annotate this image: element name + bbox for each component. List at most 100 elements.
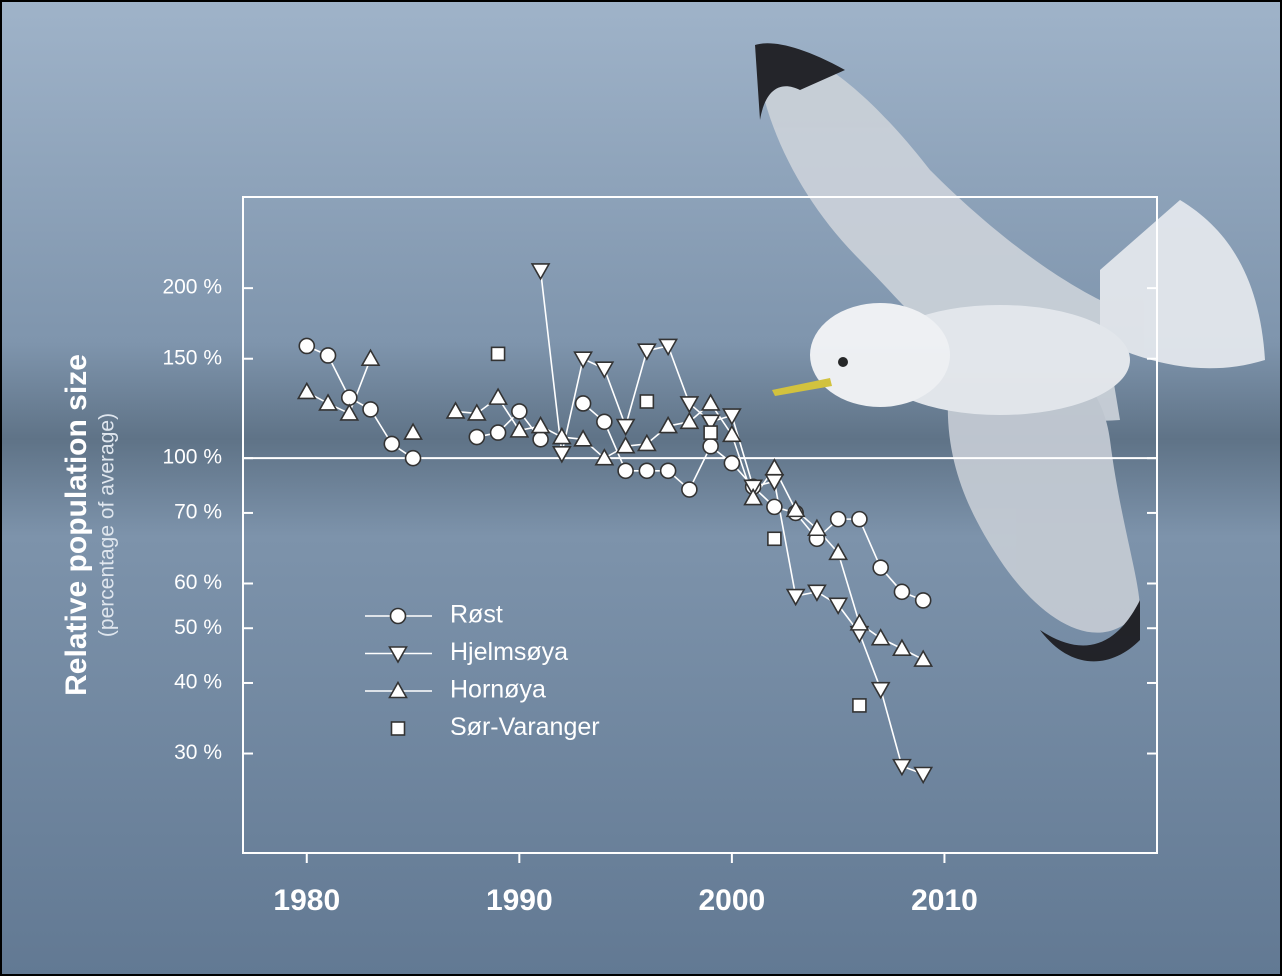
data-point: [679, 396, 700, 414]
data-point: [340, 389, 358, 406]
data-point: [636, 433, 657, 452]
data-point: [319, 347, 337, 364]
data-point: [722, 408, 742, 426]
data-point: [870, 628, 891, 646]
data-point: [489, 424, 507, 441]
data-point: [703, 425, 718, 440]
legend-label: Hjelmsøya: [450, 638, 568, 666]
x-tick-label: 2010: [911, 884, 978, 917]
legend-label: Hornøya: [450, 676, 546, 704]
legend-marker: [388, 646, 408, 664]
data-point: [468, 428, 486, 446]
data-point: [383, 435, 401, 453]
data-point: [681, 481, 698, 498]
data-point: [404, 449, 422, 467]
data-point: [700, 414, 721, 432]
y-tick-label: 150 %: [162, 346, 222, 369]
data-point: [828, 542, 849, 561]
data-point: [892, 638, 912, 656]
x-tick-label: 1980: [273, 884, 340, 917]
legend-marker: [388, 680, 408, 699]
data-point: [615, 418, 636, 437]
data-point: [828, 597, 849, 615]
data-point: [551, 446, 572, 464]
data-point: [702, 437, 719, 455]
data-point: [403, 422, 423, 440]
y-tick-label: 200 %: [162, 276, 222, 299]
data-point: [509, 420, 530, 438]
data-point: [766, 498, 783, 516]
data-point: [298, 337, 316, 355]
data-point: [852, 698, 867, 713]
data-point: [807, 518, 827, 537]
data-point: [722, 424, 742, 443]
y-tick-label: 70 %: [174, 500, 222, 523]
data-point: [913, 649, 934, 667]
data-point: [785, 588, 806, 607]
data-point: [658, 338, 678, 357]
data-point: [914, 592, 932, 609]
data-point: [893, 583, 911, 601]
legend-marker: [389, 607, 407, 625]
bird: [755, 43, 1265, 662]
data-point: [574, 395, 592, 412]
data-point: [743, 479, 764, 497]
legend-label: Røst: [450, 601, 503, 629]
data-point: [318, 393, 338, 411]
data-point: [296, 381, 317, 400]
y-tick-label: 100 %: [162, 446, 222, 469]
data-point: [892, 758, 912, 777]
data-point: [530, 263, 551, 281]
data-point: [767, 531, 782, 547]
y-axis-label: Relative population size: [60, 354, 93, 696]
data-point: [551, 426, 572, 445]
data-point: [872, 559, 889, 576]
data-point: [849, 613, 870, 631]
data-point: [764, 458, 785, 476]
data-point: [913, 766, 934, 785]
data-point: [490, 346, 506, 362]
data-point: [617, 462, 634, 480]
data-point: [530, 415, 551, 434]
data-point: [785, 499, 806, 518]
data-point: [638, 462, 656, 480]
data-point: [743, 487, 764, 506]
legend-label: Sør-Varanger: [450, 713, 600, 741]
data-point: [573, 351, 593, 369]
data-point: [488, 387, 508, 405]
data-point: [639, 394, 655, 409]
data-point: [723, 454, 741, 472]
legend-marker: [390, 721, 406, 736]
data-point: [700, 393, 721, 411]
data-point: [360, 348, 381, 367]
data-point: [851, 510, 868, 528]
data-point: [636, 343, 657, 361]
x-tick-label: 1990: [486, 884, 553, 917]
plot-frame: [242, 196, 1158, 854]
data-point: [362, 401, 379, 418]
y-tick-label: 60 %: [174, 571, 222, 594]
data-point: [679, 411, 700, 430]
data-point: [594, 361, 615, 379]
data-point: [596, 413, 613, 431]
x-tick-label: 2000: [699, 884, 766, 917]
y-tick-label: 30 %: [174, 741, 222, 764]
y-tick-label: 50 %: [174, 616, 222, 639]
data-point: [594, 448, 615, 466]
y-axis-sublabel: (percentage of average): [96, 413, 119, 637]
y-tick-label: 40 %: [174, 671, 222, 694]
data-point: [829, 510, 847, 528]
data-point: [445, 401, 466, 419]
data-point: [532, 431, 549, 448]
data-point: [466, 403, 487, 421]
data-point: [573, 429, 593, 447]
data-point: [615, 436, 636, 454]
data-point: [807, 584, 827, 602]
data-point: [339, 403, 360, 421]
data-point: [511, 403, 528, 420]
data-point: [870, 681, 891, 700]
data-point: [659, 462, 677, 480]
data-point: [658, 415, 678, 434]
